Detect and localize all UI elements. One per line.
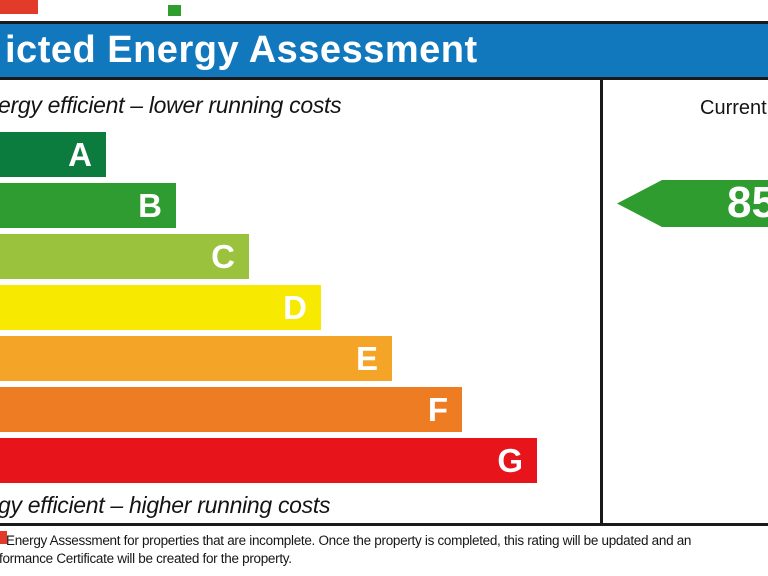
page-title: icted Energy Assessment xyxy=(5,29,478,71)
band-row-g: G xyxy=(0,438,537,483)
band-letter-c: C xyxy=(211,238,235,275)
band-row-c: C xyxy=(0,234,249,279)
band-letter-b: B xyxy=(138,187,162,224)
panel-bottom-border xyxy=(0,523,768,526)
band-row-f: F xyxy=(0,387,462,432)
artifact-mark-green-top xyxy=(168,5,181,16)
band-row-d: D xyxy=(0,285,321,330)
footer-line-1: Energy Assessment for properties that ar… xyxy=(6,533,692,548)
band-row-a: A xyxy=(0,132,106,177)
bottom-caption: gy efficient – higher running costs xyxy=(0,492,331,518)
title-bar: icted Energy Assessment xyxy=(0,21,768,80)
current-rating-arrow: 85 xyxy=(617,180,768,227)
band-row-e: E xyxy=(0,336,392,381)
current-column-header: Current xyxy=(700,97,767,119)
current-rating-value: 85 xyxy=(727,178,768,227)
band-letter-d: D xyxy=(283,289,307,326)
band-letter-f: F xyxy=(427,391,448,428)
band-letter-e: E xyxy=(355,340,378,377)
artifact-mark-red-bottom xyxy=(0,531,7,544)
footer-line-2: formance Certificate will be created for… xyxy=(0,551,292,566)
artifact-mark-red-top xyxy=(0,0,38,14)
band-letter-g: G xyxy=(497,442,523,479)
band-row-b: B xyxy=(0,183,176,228)
column-divider-line xyxy=(600,79,603,526)
band-letter-a: A xyxy=(68,136,92,173)
top-caption: ergy efficient – lower running costs xyxy=(0,92,342,118)
